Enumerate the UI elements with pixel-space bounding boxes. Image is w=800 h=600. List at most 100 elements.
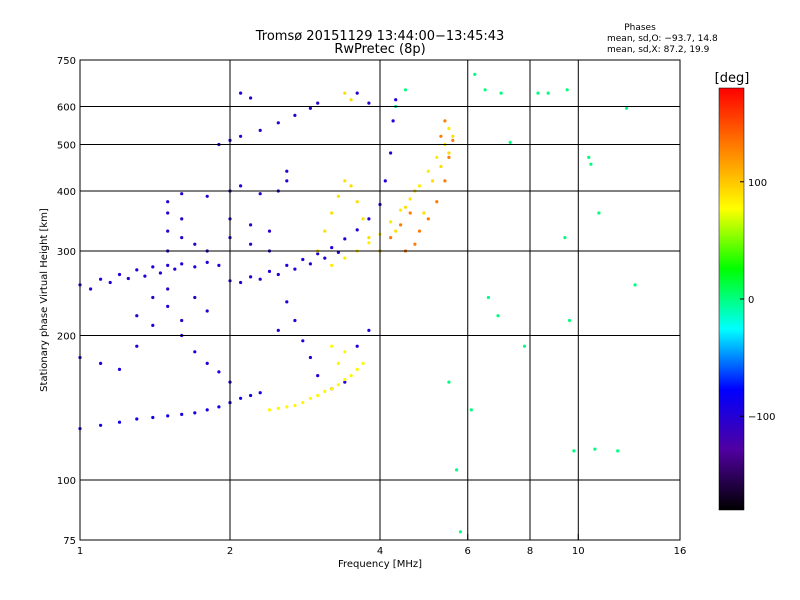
colorbar-tick-label: 100: [748, 178, 767, 189]
data-point: [193, 350, 197, 354]
data-point: [447, 151, 451, 155]
data-point: [217, 263, 221, 267]
colorbar: [718, 87, 745, 511]
data-point: [443, 179, 447, 183]
data-point: [151, 323, 155, 327]
data-point: [367, 101, 371, 105]
data-point: [193, 242, 197, 246]
data-point: [180, 318, 184, 323]
data-point: [135, 344, 139, 348]
grid-lines: [80, 60, 680, 540]
data-point: [343, 256, 347, 260]
data-point: [343, 350, 347, 354]
data-point: [89, 287, 93, 291]
data-point: [151, 295, 155, 300]
data-points-layer: [78, 72, 637, 534]
data-point: [447, 126, 451, 131]
data-point: [323, 389, 327, 393]
data-point: [193, 265, 197, 269]
data-point: [158, 271, 162, 275]
data-point: [567, 318, 572, 323]
data-point: [383, 179, 387, 183]
series-o-mode-f2-band: [89, 250, 340, 291]
data-point: [483, 88, 487, 92]
data-point: [439, 134, 443, 138]
data-point: [173, 267, 177, 271]
data-point: [330, 387, 334, 391]
series-x-mode-f2-trace: [330, 126, 451, 267]
data-point: [417, 229, 422, 233]
data-point: [565, 88, 569, 92]
data-point: [285, 300, 289, 304]
data-point: [293, 403, 297, 408]
data-point: [399, 208, 403, 212]
data-point: [355, 91, 359, 95]
data-point: [258, 128, 262, 132]
data-point: [99, 361, 103, 365]
data-point: [336, 250, 340, 254]
data-point: [496, 314, 500, 318]
data-point: [117, 367, 122, 371]
data-point: [330, 246, 334, 250]
data-point: [267, 269, 272, 273]
data-point: [330, 344, 334, 348]
data-point: [426, 217, 430, 221]
series-o-mode-f2-trace: [78, 98, 398, 287]
data-point: [301, 257, 305, 262]
data-point: [546, 91, 550, 95]
data-point: [349, 374, 353, 378]
y-axis-ticks: 75 100 200 300 400 500 600 750: [57, 56, 76, 547]
x-tick-label: 6: [465, 546, 471, 557]
data-point: [367, 328, 371, 332]
colorbar-label: [deg]: [715, 71, 750, 86]
data-point: [166, 211, 170, 215]
y-tick-label: 100: [57, 476, 76, 487]
series-o-mode-f1-cusp: [78, 300, 371, 391]
data-point: [343, 380, 347, 384]
data-point: [108, 280, 112, 285]
data-point: [285, 263, 289, 267]
data-point: [258, 192, 262, 196]
x-tick-label: 16: [674, 546, 687, 557]
series-o-mode-multihop: [166, 91, 371, 204]
data-point: [439, 164, 443, 169]
data-point: [403, 88, 408, 92]
data-point: [239, 134, 243, 138]
data-point: [399, 223, 403, 227]
data-point: [249, 242, 253, 246]
data-point: [217, 370, 221, 374]
x-axis-label: Frequency [MHz]: [338, 559, 422, 570]
data-point: [151, 415, 155, 420]
data-point: [193, 411, 197, 415]
data-point: [361, 217, 365, 221]
data-point: [135, 314, 139, 318]
x-tick-label: 8: [527, 546, 533, 557]
data-point: [593, 447, 597, 451]
y-axis-label: Stationary phase Virtual Height [km]: [39, 208, 50, 392]
data-point: [435, 200, 439, 204]
data-point: [389, 151, 393, 155]
data-point: [403, 205, 408, 209]
y-tick-label: 400: [57, 187, 76, 198]
data-point: [316, 101, 320, 105]
data-point: [455, 468, 459, 472]
data-point: [166, 414, 170, 418]
data-point: [394, 98, 398, 102]
data-point: [589, 162, 593, 166]
data-point: [258, 277, 262, 281]
data-point: [293, 267, 297, 271]
data-point: [426, 169, 430, 173]
data-point: [447, 155, 451, 159]
data-point: [205, 309, 209, 313]
data-point: [267, 408, 272, 412]
data-point: [355, 200, 359, 204]
colorbar-ticks: 100 0 −100: [740, 178, 775, 423]
data-point: [249, 96, 253, 100]
data-point: [422, 211, 426, 215]
data-point: [625, 106, 629, 110]
data-point: [408, 197, 412, 201]
data-point: [99, 423, 103, 427]
data-point: [355, 228, 359, 232]
data-point: [249, 275, 253, 279]
